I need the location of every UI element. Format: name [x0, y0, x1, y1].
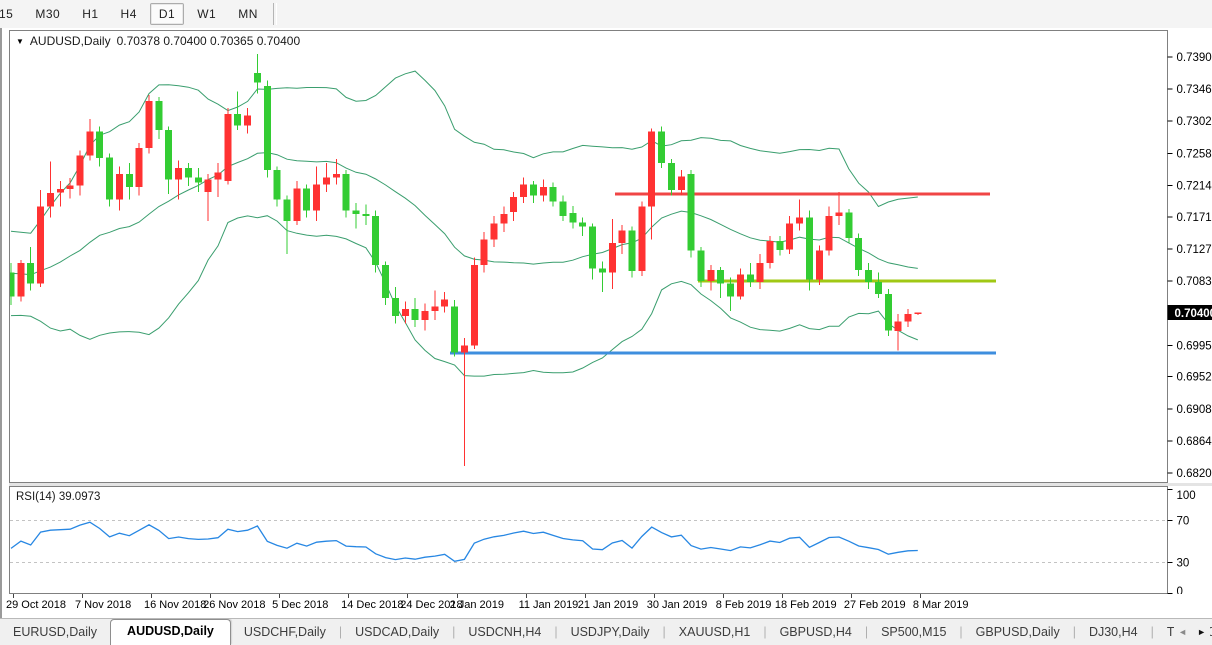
- tab-scroll-left-icon[interactable]: ◄: [1178, 627, 1187, 637]
- symbol-tab-xauusd[interactable]: XAUUSD,H1: [666, 621, 764, 645]
- current-price-value: 0.70400: [1175, 308, 1212, 320]
- chart-ohlc-values: 0.70378 0.70400 0.70365 0.70400: [117, 34, 301, 48]
- timeframe-button-w1[interactable]: W1: [188, 3, 225, 25]
- tab-scroll-controls: ◄►: [1174, 619, 1210, 645]
- date-axis-label: 2 Jan 2019: [450, 599, 504, 611]
- timeframe-button-h4[interactable]: H4: [112, 3, 146, 25]
- date-axis-label: 16 Nov 2018: [144, 599, 206, 611]
- date-axis-tick: [723, 594, 724, 598]
- symbol-tab-usdcad[interactable]: USDCAD,Daily: [342, 621, 452, 645]
- date-axis-tick: [654, 594, 655, 598]
- timeframe-button-h1[interactable]: H1: [73, 3, 107, 25]
- symbol-tab-eurusd[interactable]: EURUSD,Daily: [0, 621, 110, 645]
- date-axis-label: 8 Feb 2019: [716, 599, 772, 611]
- date-axis-label: 5 Dec 2018: [272, 599, 328, 611]
- rsi-axis-label: 30: [1177, 557, 1190, 569]
- date-axis-tick: [13, 594, 14, 598]
- date-axis-tick: [82, 594, 83, 598]
- symbol-tab-audusd[interactable]: AUDUSD,Daily: [110, 619, 231, 645]
- date-axis-tick: [920, 594, 921, 598]
- date-axis-label: 11 Jan 2019: [519, 599, 579, 611]
- date-axis-tick: [526, 594, 527, 598]
- date-axis-label: 29 Oct 2018: [6, 599, 66, 611]
- bollinger-upper-band: [11, 71, 918, 233]
- date-axis-tick: [407, 594, 408, 598]
- rsi-indicator-panel[interactable]: 100 70 30 0: [9, 486, 1212, 594]
- date-axis-tick: [851, 594, 852, 598]
- symbol-tab-usdchf[interactable]: USDCHF,Daily: [231, 621, 339, 645]
- symbol-tab-usdjpy[interactable]: USDJPY,Daily: [558, 621, 663, 645]
- toolbar-separator: [273, 3, 277, 25]
- date-axis-label: 30 Jan 2019: [647, 599, 708, 611]
- date-axis-tick: [151, 594, 152, 598]
- rsi-axis-label: 100: [1177, 490, 1196, 502]
- chart-symbol-label: AUDUSD,Daily: [30, 34, 111, 48]
- rsi-label: RSI(14) 39.0973: [16, 491, 100, 503]
- date-axis-label: 7 Nov 2018: [75, 599, 131, 611]
- date-axis-label: 27 Feb 2019: [844, 599, 906, 611]
- date-axis-tick: [457, 594, 458, 598]
- symbol-tab-usdcnh[interactable]: USDCNH,H4: [455, 621, 554, 645]
- date-axis-label: 8 Mar 2019: [913, 599, 969, 611]
- symbol-tab-gbpusd[interactable]: GBPUSD,Daily: [963, 621, 1073, 645]
- rsi-axis-label: 0: [1177, 586, 1183, 594]
- chart-title: ▼ AUDUSD,Daily 0.70378 0.70400 0.70365 0…: [16, 34, 300, 48]
- date-axis-tick: [210, 594, 211, 598]
- symbol-dropdown-icon: ▼: [16, 37, 24, 46]
- date-axis-label: 18 Feb 2019: [775, 599, 837, 611]
- symbol-tab-gbpusd[interactable]: GBPUSD,H4: [767, 621, 865, 645]
- date-axis-label: 21 Jan 2019: [578, 599, 639, 611]
- timeframe-button-m30[interactable]: M30: [26, 3, 69, 25]
- date-axis-tick: [348, 594, 349, 598]
- date-axis-tick: [279, 594, 280, 598]
- timeframe-button-mn[interactable]: MN: [229, 3, 267, 25]
- rsi-axis-label: 70: [1177, 516, 1190, 528]
- date-axis-tick: [585, 594, 586, 598]
- rsi-line: [11, 522, 918, 561]
- date-axis-label: 14 Dec 2018: [341, 599, 403, 611]
- date-axis-label: 26 Nov 2018: [203, 599, 265, 611]
- timeframe-button-15[interactable]: 15: [0, 3, 22, 25]
- symbol-tab-sp500[interactable]: SP500,M15: [868, 621, 959, 645]
- date-axis-tick: [782, 594, 783, 598]
- bollinger-middle-band: [11, 153, 918, 275]
- symbol-tab-dj30[interactable]: DJ30,H4: [1076, 621, 1151, 645]
- timeframe-button-d1[interactable]: D1: [150, 3, 184, 25]
- tab-scroll-right-icon[interactable]: ►: [1197, 627, 1206, 637]
